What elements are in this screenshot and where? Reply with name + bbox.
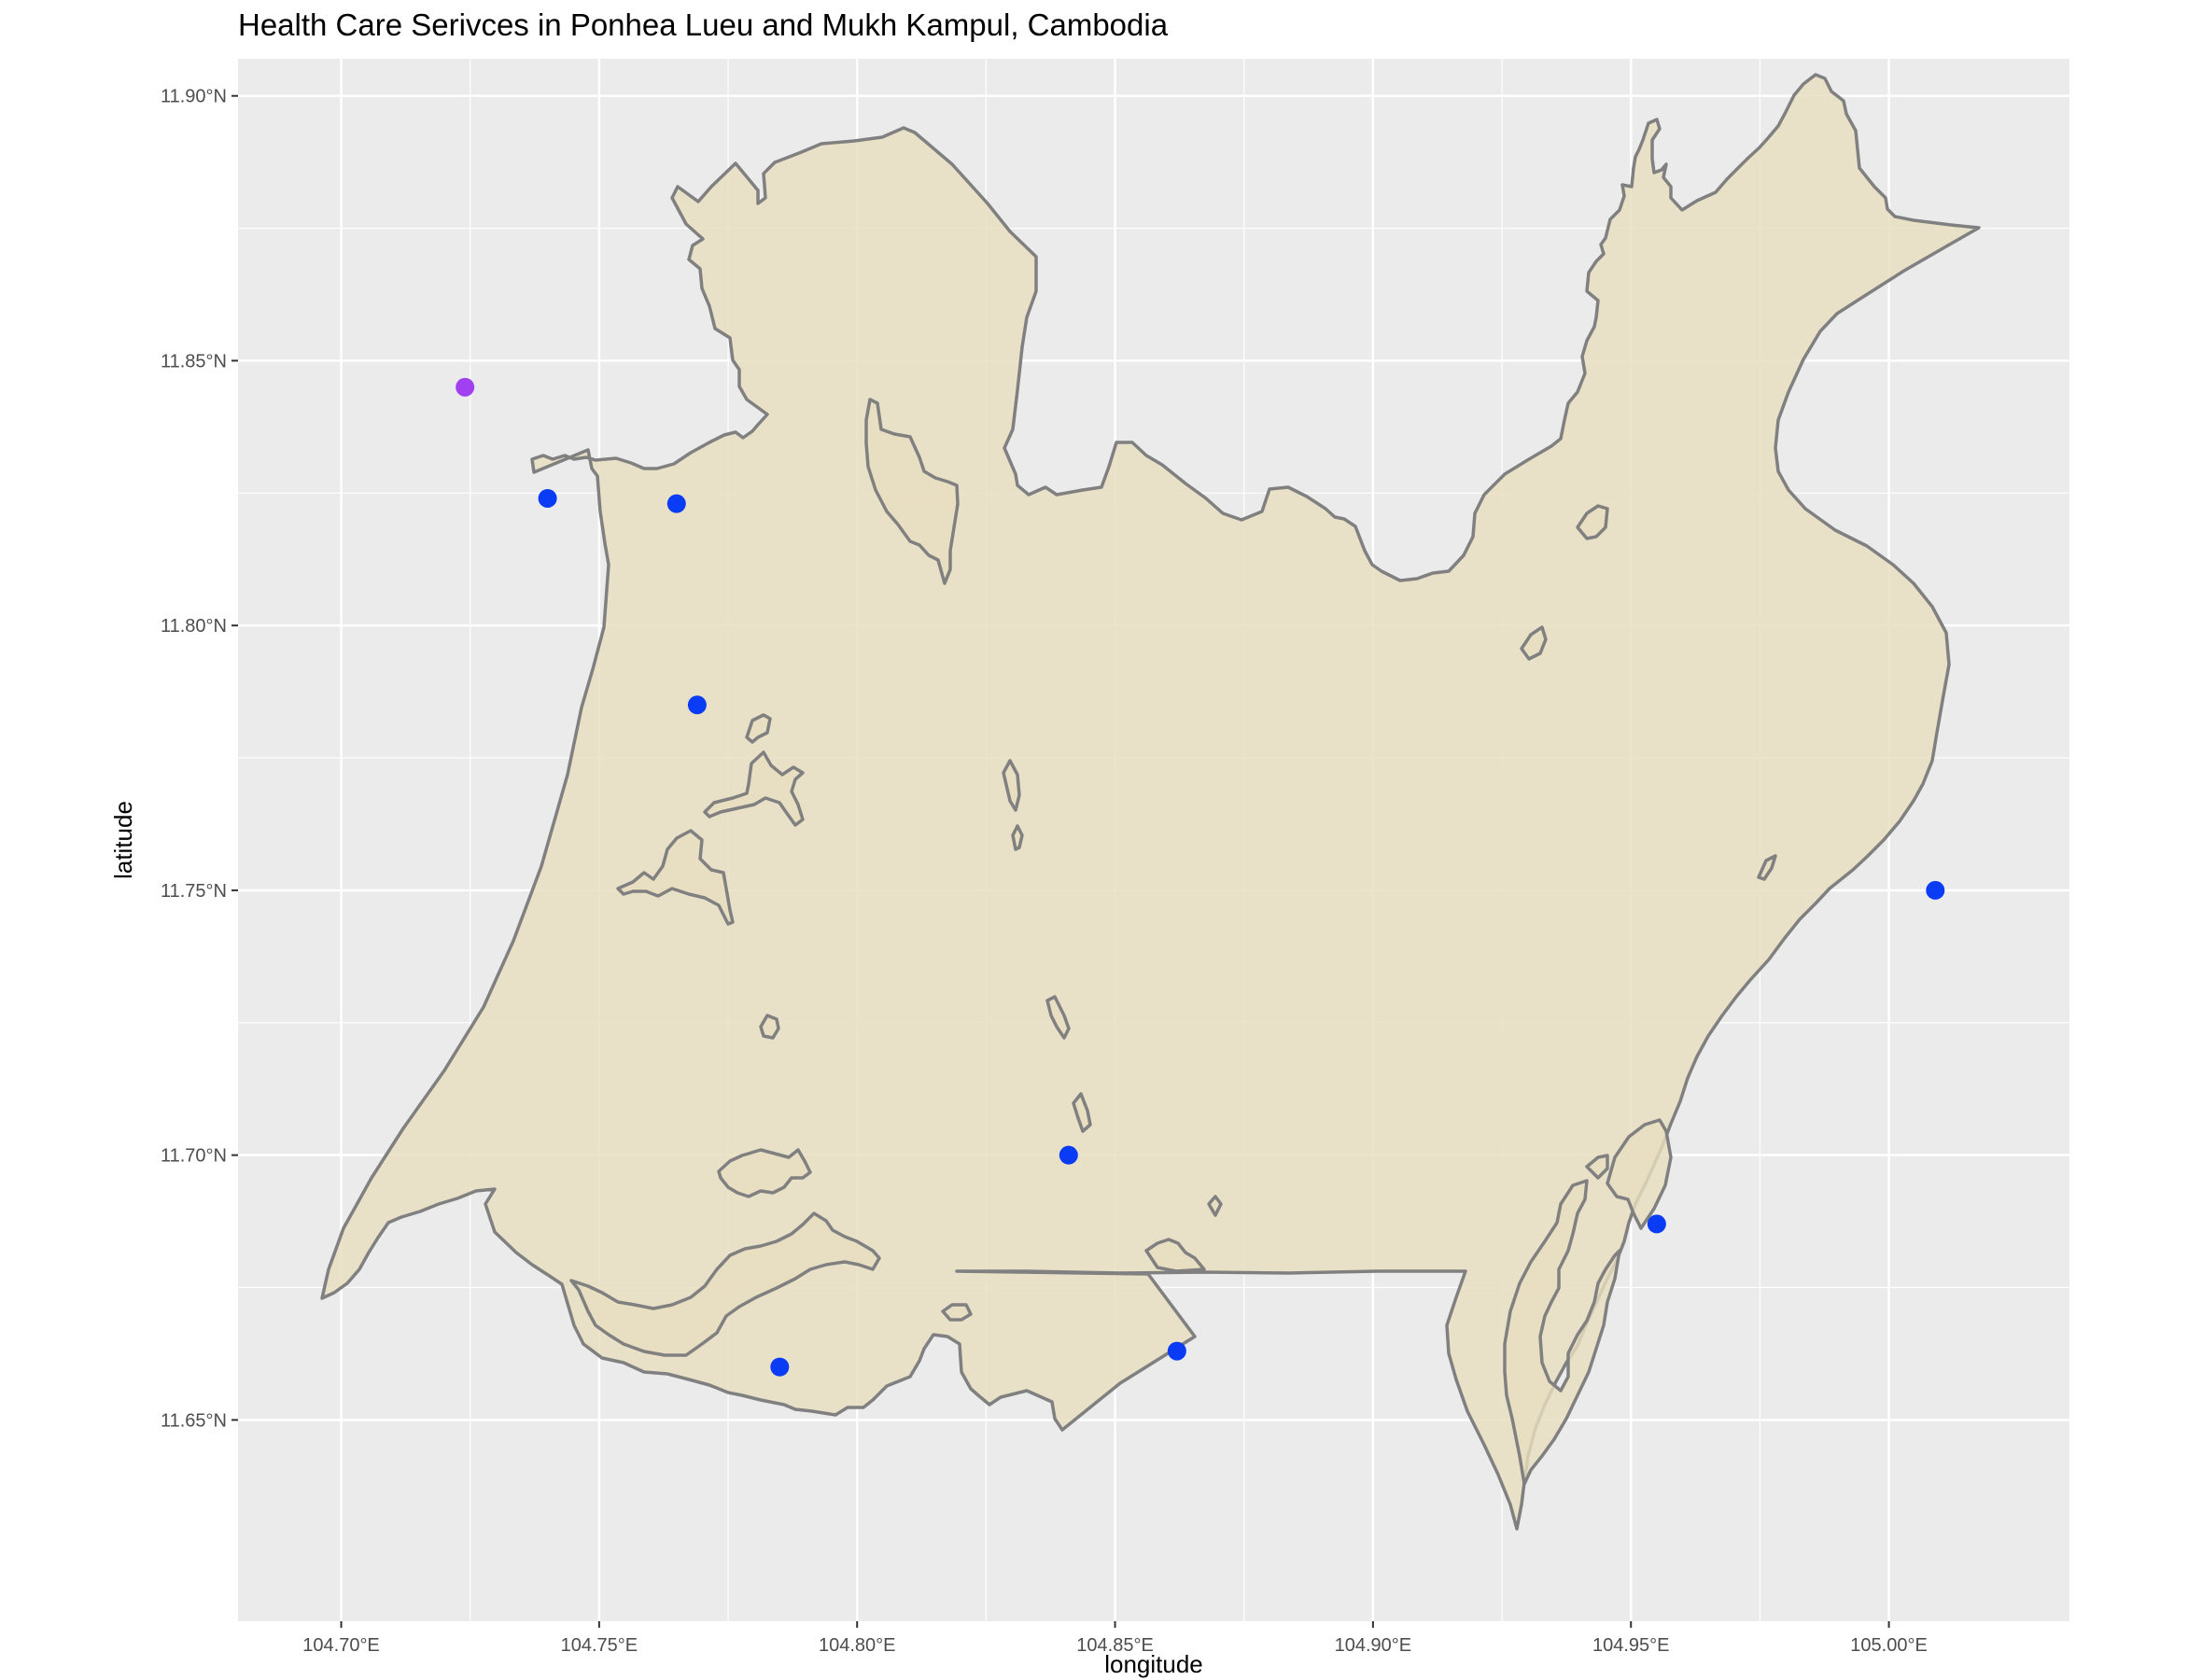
lake-east-shape xyxy=(1520,625,1548,661)
lake-center1 xyxy=(1002,759,1021,812)
y-tick-label: 11.65°N xyxy=(161,1410,227,1431)
x-tick-label: 104.70°E xyxy=(302,1635,380,1656)
x-tick-label: 105.00°E xyxy=(1850,1635,1928,1656)
health-facility-point xyxy=(456,377,475,397)
lake-southeast2 xyxy=(1606,1118,1673,1230)
x-axis-title: longitude xyxy=(1104,1650,1203,1678)
x-tick-label: 104.80°E xyxy=(819,1635,896,1656)
points-layer xyxy=(456,377,1945,1377)
lake-center4 xyxy=(1072,1092,1092,1133)
x-tick-label: 104.90°E xyxy=(1335,1635,1412,1656)
y-tick-label: 11.85°N xyxy=(161,351,227,371)
lake-northeast-shape xyxy=(1576,504,1609,540)
lake-center2 xyxy=(1011,824,1024,851)
health-facility-point xyxy=(687,695,707,715)
y-tick-label: 11.70°N xyxy=(161,1146,227,1167)
health-facility-point xyxy=(666,494,686,513)
lake-north-shape xyxy=(864,398,960,585)
lake-center-west2 xyxy=(703,750,805,827)
health-facility-point xyxy=(1647,1214,1666,1234)
lake-center-west1 xyxy=(745,713,772,744)
health-facility-point xyxy=(770,1357,790,1377)
lake-small2 xyxy=(1207,1195,1223,1217)
lake-south1 xyxy=(717,1148,812,1198)
x-tick-label: 104.95°E xyxy=(1592,1635,1670,1656)
chart-title: Health Care Serivces in Ponhea Lueu and … xyxy=(238,7,1169,42)
lake-south2 xyxy=(569,1211,881,1357)
health-facility-point xyxy=(1059,1145,1078,1165)
x-tick-label: 104.85°E xyxy=(1076,1635,1154,1656)
axis-layer: 104.70°E 104.75°E 104.80°E 104.85°E 104.90°E… xyxy=(161,87,1928,1656)
x-tick-label: 104.75°E xyxy=(561,1635,638,1656)
y-axis-title: latitude xyxy=(109,801,137,879)
y-tick-label: 11.80°N xyxy=(161,616,227,637)
lake-center3 xyxy=(1045,995,1071,1040)
lake-southcenter xyxy=(1144,1238,1206,1273)
region-layer xyxy=(320,73,1981,1531)
health-facility-point xyxy=(1926,880,1945,900)
y-tick-label: 11.90°N xyxy=(161,87,227,107)
lake-center-west3 xyxy=(616,829,735,926)
health-facility-point xyxy=(538,488,557,508)
y-tick-label: 11.75°N xyxy=(161,881,227,902)
lake-southeast3 xyxy=(1503,1179,1621,1486)
lake-southeast1 xyxy=(1585,1154,1609,1180)
health-facility-point xyxy=(1167,1341,1186,1361)
lake-south3 xyxy=(941,1303,973,1322)
lake-small1 xyxy=(759,1014,780,1040)
lake-east2-shape xyxy=(1757,854,1777,881)
